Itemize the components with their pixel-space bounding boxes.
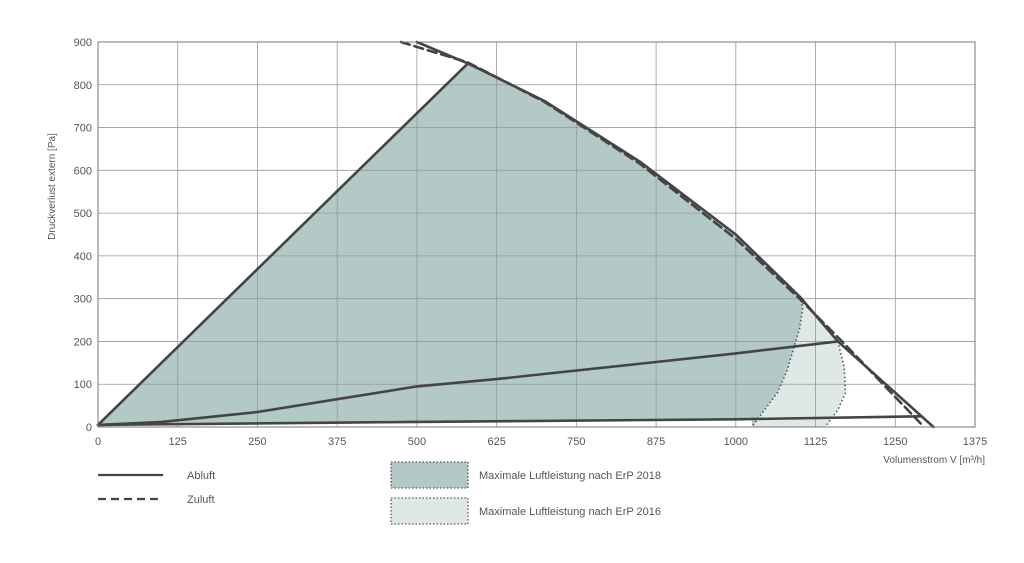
area-erp-2018	[98, 63, 803, 428]
legend-erp-2018-label: Maximale Luftleistung nach ErP 2018	[479, 470, 661, 482]
x-tick-label: 500	[408, 436, 426, 448]
y-tick-label: 600	[74, 165, 92, 177]
x-tick-label: 625	[487, 436, 505, 448]
y-tick-label: 500	[74, 208, 92, 220]
x-tick-label: 0	[95, 436, 101, 448]
y-tick-label: 400	[74, 251, 92, 263]
x-tick-label: 1375	[963, 436, 987, 448]
y-axis-label: Druckverlust extern [Pa]	[47, 133, 58, 240]
abluft-curve	[96, 340, 840, 427]
legend-erp-2016-swatch	[390, 497, 469, 525]
x-axis-label: Volumenstrom V [m³/h]	[883, 455, 985, 466]
x-tick-label: 125	[169, 436, 187, 448]
y-tick-label: 300	[74, 294, 92, 306]
legend: Abluft Zuluft Maximale Luftleistung nach E…	[98, 461, 661, 525]
plot-frame	[97, 41, 976, 428]
x-tick-label: 1000	[724, 436, 748, 448]
x-tick-label: 1250	[883, 436, 907, 448]
y-tick-label: 0	[86, 422, 92, 434]
x-tick-label: 1125	[804, 436, 828, 448]
y-tick-label: 800	[74, 80, 92, 92]
y-tick-label: 100	[74, 379, 92, 391]
zuluft-curve	[399, 40, 926, 429]
y-tick-label: 200	[74, 336, 92, 348]
legend-erp-2018-swatch	[390, 461, 469, 489]
x-tick-label: 375	[328, 436, 346, 448]
abluft-curve	[96, 414, 923, 427]
area-erp-2016-boundary	[824, 341, 847, 428]
area-layer	[98, 63, 847, 428]
y-tick-label: 700	[74, 123, 92, 135]
x-tick-label: 750	[567, 436, 585, 448]
x-tick-label: 250	[248, 436, 266, 448]
legend-erp-2016-label: Maximale Luftleistung nach ErP 2016	[479, 506, 661, 518]
area-erp-2016	[751, 296, 846, 427]
tick-label-layer: 0 125 250 375 500 625 750 875 1000 1125 1250 1375 0 1…	[74, 37, 988, 448]
y-tick-label: 900	[74, 37, 92, 49]
x-tick-label: 875	[647, 436, 665, 448]
curve-layer	[96, 40, 935, 429]
abluft-curve	[96, 62, 470, 427]
legend-abluft-label: Abluft	[187, 470, 215, 482]
legend-zuluft-label: Zuluft	[187, 494, 215, 506]
